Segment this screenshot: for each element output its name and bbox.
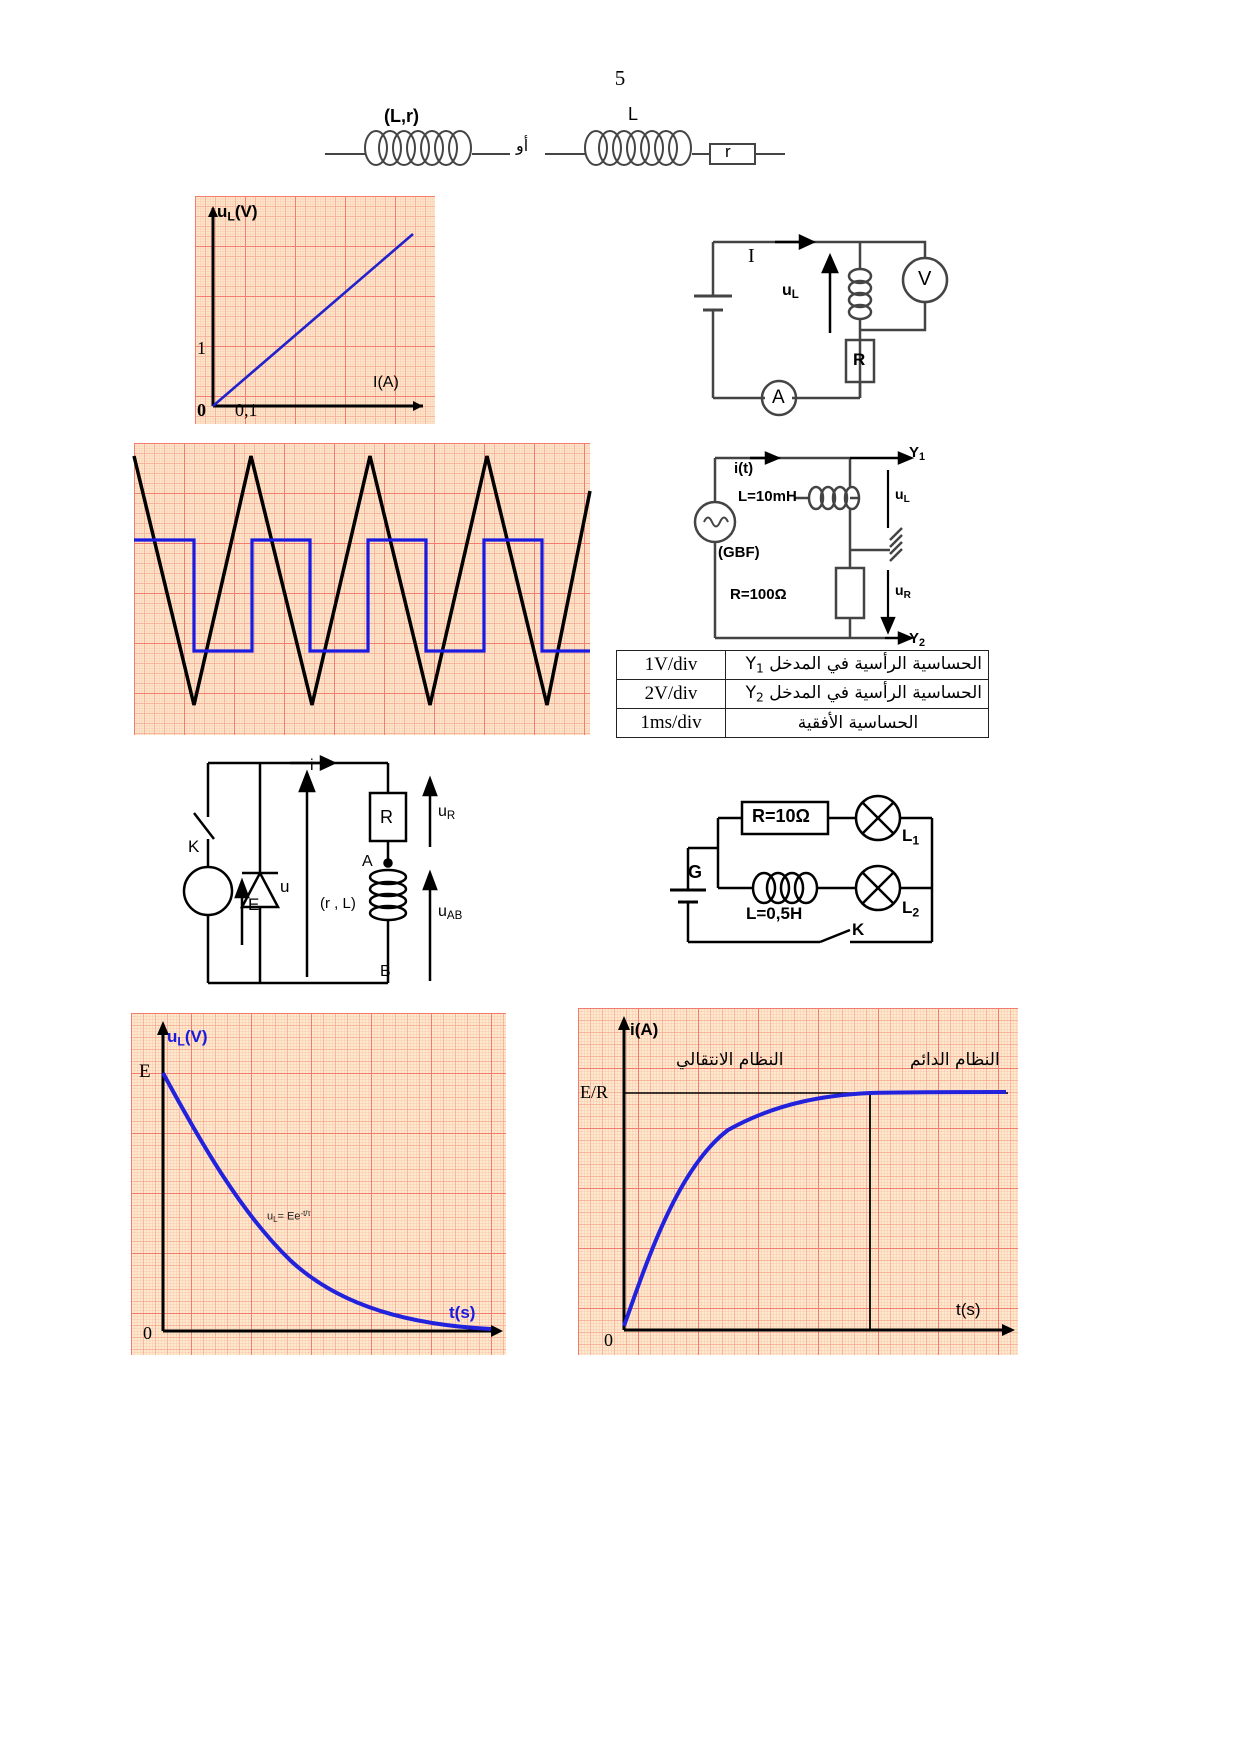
circuit1-current-label: I xyxy=(748,245,755,267)
circuit-voltmeter-ammeter: I uL R V A xyxy=(680,200,950,425)
oscillogram-figure xyxy=(132,443,592,735)
graph1-y-tick-1: 1 xyxy=(197,338,206,358)
graph1-x-axis-label: I(A) xyxy=(373,374,399,391)
page-number-text: 5 xyxy=(614,66,626,90)
circuit3-resistor-label: R xyxy=(380,807,393,827)
graph2-e-label: E xyxy=(139,1061,151,1082)
circuit1-voltmeter-label: V xyxy=(918,268,932,290)
sensitivity-value: 2V/div xyxy=(616,679,726,709)
graph1-origin-label: 0 xyxy=(197,400,206,420)
sensitivity-value: 1V/div xyxy=(616,650,726,680)
sensitivity-description: الحساسية الأفقية xyxy=(725,708,989,738)
circuit3-source-label: E xyxy=(248,895,260,914)
graph-discharge: uL(V) E 0 t(s) uL= Ee-t/τ xyxy=(131,1013,506,1355)
table-row: 1V/div الحساسية الرأسية في المدخل Y1 xyxy=(616,650,989,680)
sensitivity-table: 1V/div الحساسية الرأسية في المدخل Y1 2V/… xyxy=(616,650,989,738)
sensitivity-channel-sub: 1 xyxy=(756,661,764,676)
circuit3-node-b-label: B xyxy=(380,963,391,980)
table-row: 1ms/div الحساسية الأفقية xyxy=(616,708,989,738)
circuit4-inductor-label: L=0,5H xyxy=(746,904,803,923)
graph3-steady-region-label: النظام الدائم xyxy=(910,1050,1000,1070)
coil-r-resistor-label: r xyxy=(725,142,731,161)
graph-charge: i(A) E/R 0 t(s) النظام الانتقالي النظام … xyxy=(578,1008,1018,1355)
circuit1-resistor-label: R xyxy=(853,350,866,369)
graph-paper-background xyxy=(131,1013,506,1355)
sensitivity-channel: Y xyxy=(745,683,757,704)
circuit1-ul-label: uL xyxy=(782,282,799,302)
circuit4-lamp1-label: L1 xyxy=(902,826,920,848)
circuit3-diode-label: u xyxy=(280,877,290,896)
sensitivity-table-body: 1V/div الحساسية الرأسية في المدخل Y1 2V/… xyxy=(616,650,989,738)
graph1-x-tick-01: 0,1 xyxy=(235,400,258,420)
graph3-x-axis-label: t(s) xyxy=(956,1300,981,1319)
circuit2-y1-label: Y1 xyxy=(909,444,926,464)
sensitivity-description: الحساسية الرأسية في المدخل Y2 xyxy=(725,679,989,709)
circuit3-switch-label: K xyxy=(188,837,200,856)
circuit-gbf-oscilloscope: i(t) L=10mH (GBF) R=100Ω uL uR Y1 Y2 xyxy=(690,440,940,655)
table-row: 2V/div الحساسية الرأسية في المدخل Y2 xyxy=(616,679,989,709)
circuit2-y2-label: Y2 xyxy=(909,630,926,650)
circuit-two-lamps: G R=10Ω L1 L=0,5H L2 K xyxy=(660,780,960,960)
page-number: 5 xyxy=(0,66,1240,91)
circuit3-uab-label: uAB xyxy=(438,903,463,923)
graph3-transient-region-label: النظام الانتقالي xyxy=(676,1050,784,1070)
sensitivity-description: الحساسية الرأسية في المدخل Y1 xyxy=(725,650,989,680)
graph2-origin-label: 0 xyxy=(143,1323,152,1343)
circuit2-current-label: i(t) xyxy=(734,460,754,477)
circuit3-current-label: i xyxy=(310,757,314,774)
graph3-asymptote-label: E/R xyxy=(580,1082,609,1102)
sensitivity-table-container: 1V/div الحساسية الرأسية في المدخل Y1 2V/… xyxy=(616,650,989,738)
circuit2-ur-label: uR xyxy=(895,582,911,601)
graph2-x-axis-label: t(s) xyxy=(449,1303,476,1322)
circuit1-ammeter-label: A xyxy=(772,387,785,408)
coil-or-separator: أو xyxy=(516,136,529,155)
circuit3-node-a-label: A xyxy=(362,853,373,870)
circuit-diode-switch: K E u i R uR A B (r , L) uAB xyxy=(180,755,470,995)
sensitivity-channel-sub: 2 xyxy=(756,690,764,705)
graph2-y-axis-label: uL(V) xyxy=(167,1027,208,1049)
sensitivity-desc-text: الحساسية الرأسية في المدخل xyxy=(763,654,982,675)
circuit2-inductance-label: L=10mH xyxy=(738,488,797,505)
sensitivity-value: 1ms/div xyxy=(616,708,726,738)
sensitivity-channel: Y xyxy=(745,654,757,675)
graph2-equation-label: uL= Ee-t/τ xyxy=(267,1209,311,1224)
coil-symbol-figure: (L,r) أو L r xyxy=(320,104,790,172)
graph3-origin-label: 0 xyxy=(604,1330,613,1350)
coil-l-label: L xyxy=(628,104,639,124)
circuit2-ul-label: uL xyxy=(895,486,910,505)
circuit4-resistor-label: R=10Ω xyxy=(752,806,810,826)
circuit2-gbf-label: (GBF) xyxy=(718,544,760,561)
sensitivity-desc-text: الحساسية الأفقية xyxy=(797,713,919,733)
graph-paper-background xyxy=(578,1008,1018,1355)
coil-lr-label: (L,r) xyxy=(384,106,419,126)
circuit4-switch-label: K xyxy=(852,920,865,939)
graph-ul-vs-i: uL(V) 1 0 0,1 I(A) xyxy=(195,196,435,424)
circuit4-generator-label: G xyxy=(688,862,703,882)
circuit3-ur-label: uR xyxy=(438,803,456,823)
graph1-y-axis-label: uL(V) xyxy=(217,202,258,224)
graph3-y-axis-label: i(A) xyxy=(630,1020,659,1039)
sensitivity-desc-text: الحساسية الرأسية في المدخل xyxy=(763,683,982,704)
circuit2-resistance-label: R=100Ω xyxy=(730,586,787,603)
circuit3-coil-label: (r , L) xyxy=(320,895,356,912)
circuit4-lamp2-label: L2 xyxy=(902,898,920,920)
